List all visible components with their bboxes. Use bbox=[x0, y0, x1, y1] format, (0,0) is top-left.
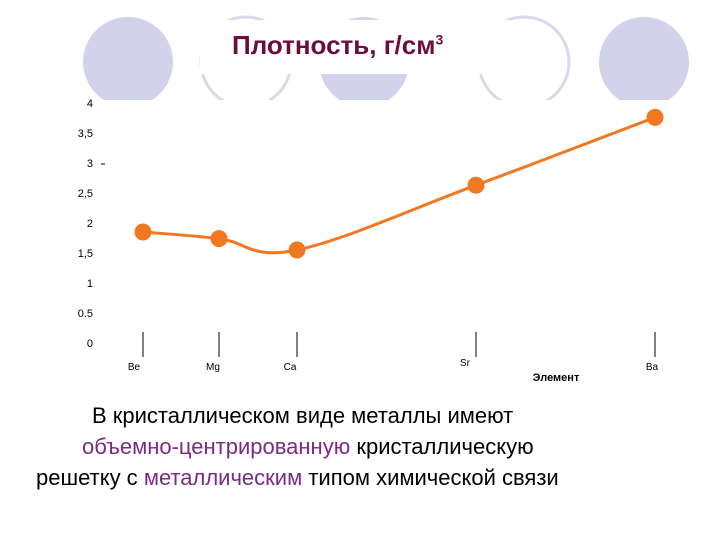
x-tick-label: Mg bbox=[206, 362, 220, 373]
data-point-sr bbox=[467, 176, 485, 194]
caption-line-2: объемно-центрированную кристаллическую bbox=[82, 434, 534, 459]
y-axis-ticks: 0 0.5 1 1,5 2 2,5 3 3,5 4 bbox=[78, 98, 105, 350]
caption-highlight-bcc: объемно-центрированную bbox=[82, 434, 351, 459]
page-title: Плотность, г/см3 bbox=[232, 30, 444, 60]
density-chart: 0 0.5 1 1,5 2 2,5 3 3,5 4 Be Mg Ca Sr Ba Элемент bbox=[78, 98, 664, 384]
y-tick-label: 2,5 bbox=[78, 188, 93, 200]
x-tick-label: Sr bbox=[460, 358, 471, 369]
data-point-be bbox=[134, 223, 152, 241]
data-point-ca bbox=[288, 241, 306, 259]
x-axis-ticks: Be Mg Ca Sr Ba bbox=[128, 332, 659, 373]
x-tick-label: Ba bbox=[646, 362, 659, 373]
caption-line-3: решетку с металлическим типом химической… bbox=[36, 465, 559, 490]
data-point-mg bbox=[210, 230, 228, 248]
data-point-ba bbox=[646, 108, 664, 126]
decor-circle bbox=[599, 17, 689, 100]
y-tick-label: 2 bbox=[87, 218, 93, 230]
caption: В кристаллическом виде металлы имеют объ… bbox=[24, 400, 714, 493]
y-tick-label: 1 bbox=[87, 278, 93, 290]
header-decoration bbox=[0, 0, 720, 100]
y-tick-label: 3,5 bbox=[78, 128, 93, 140]
y-tick-label: 1,5 bbox=[78, 248, 93, 260]
y-tick-label: 0 bbox=[87, 338, 93, 350]
caption-highlight-metallic: металлическим bbox=[143, 465, 303, 490]
x-axis-label: Элемент bbox=[533, 372, 580, 384]
x-tick-label: Be bbox=[128, 362, 141, 373]
decor-circle bbox=[83, 17, 173, 100]
data-points bbox=[134, 108, 664, 259]
caption-line-1: В кристаллическом виде металлы имеют bbox=[92, 403, 514, 428]
y-tick-label: 3 bbox=[87, 158, 93, 170]
x-tick-label: Ca bbox=[284, 362, 297, 373]
y-tick-label: 4 bbox=[87, 98, 93, 110]
y-tick-label: 0.5 bbox=[78, 308, 93, 320]
